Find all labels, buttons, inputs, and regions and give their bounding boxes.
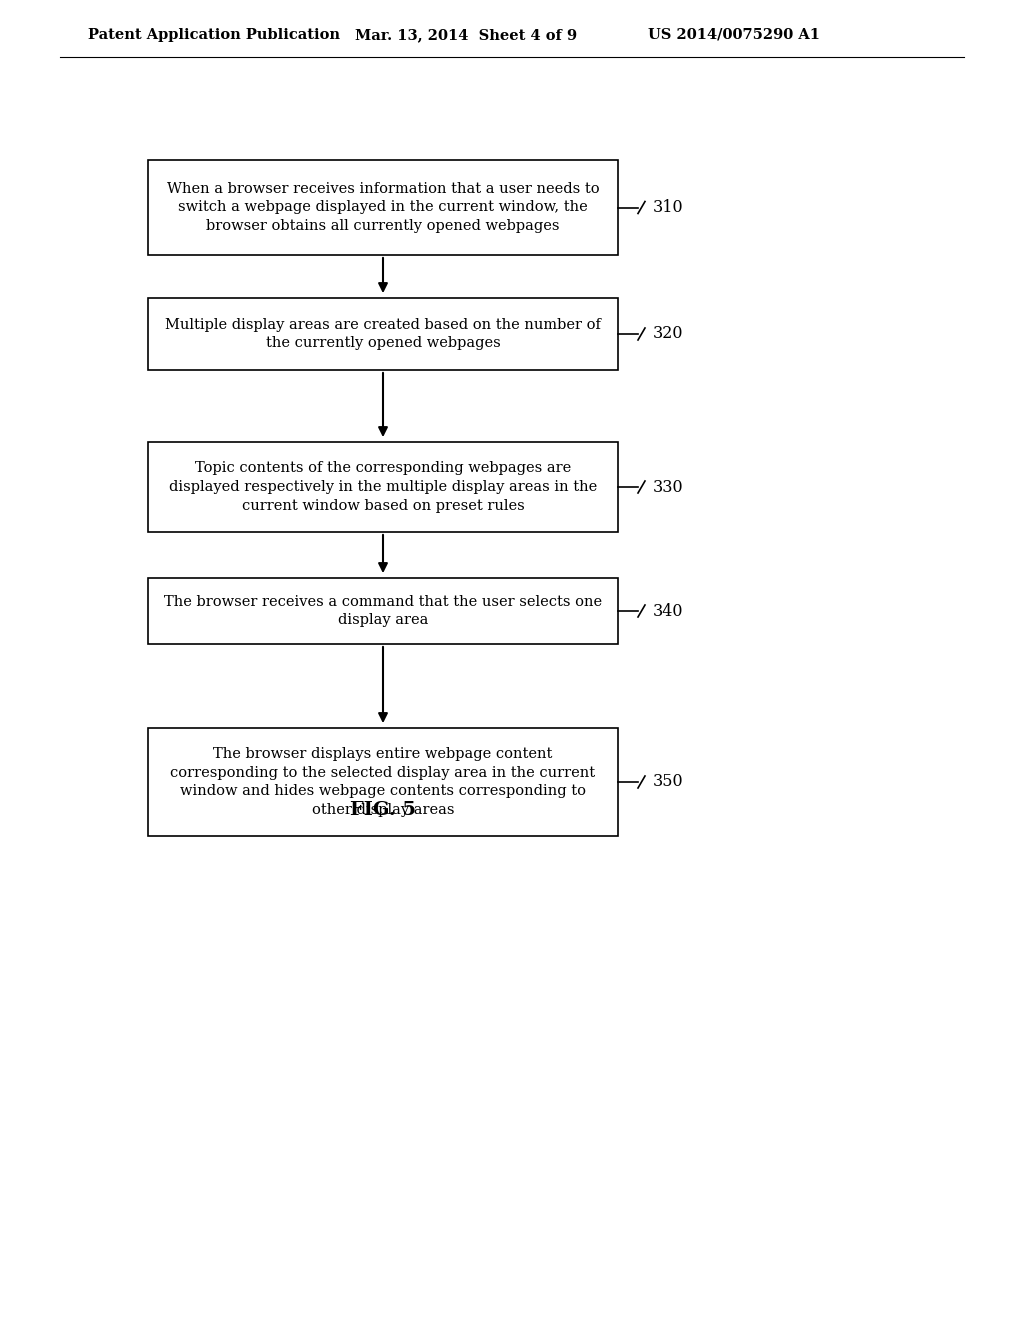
- Text: Mar. 13, 2014  Sheet 4 of 9: Mar. 13, 2014 Sheet 4 of 9: [355, 28, 578, 42]
- Text: Multiple display areas are created based on the number of
the currently opened w: Multiple display areas are created based…: [165, 318, 601, 351]
- Text: Topic contents of the corresponding webpages are
displayed respectively in the m: Topic contents of the corresponding webp…: [169, 461, 597, 513]
- Bar: [148, 160, 618, 255]
- Bar: [148, 298, 618, 370]
- Text: Patent Application Publication: Patent Application Publication: [88, 28, 340, 42]
- Text: FIG. 5: FIG. 5: [350, 801, 416, 818]
- Text: When a browser receives information that a user needs to
switch a webpage displa: When a browser receives information that…: [167, 182, 599, 234]
- Text: The browser receives a command that the user selects one
display area: The browser receives a command that the …: [164, 594, 602, 627]
- Text: 350: 350: [653, 774, 684, 791]
- Text: 320: 320: [653, 326, 683, 342]
- Bar: [148, 442, 618, 532]
- Bar: [148, 578, 618, 644]
- Text: 310: 310: [653, 199, 684, 216]
- Text: US 2014/0075290 A1: US 2014/0075290 A1: [648, 28, 820, 42]
- Text: 330: 330: [653, 479, 684, 495]
- Text: The browser displays entire webpage content
corresponding to the selected displa: The browser displays entire webpage cont…: [170, 747, 596, 817]
- Text: 340: 340: [653, 602, 683, 619]
- Bar: [148, 729, 618, 836]
